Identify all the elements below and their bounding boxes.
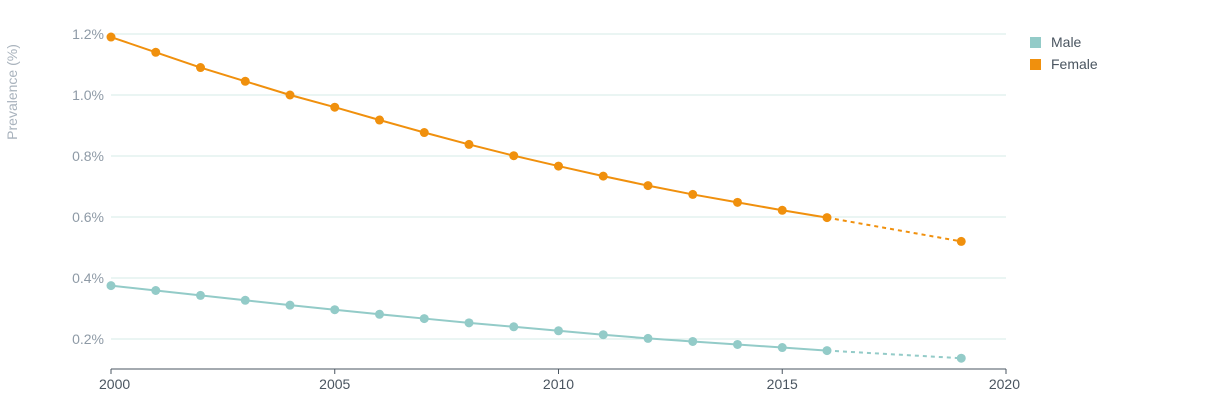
series-layer (106, 32, 966, 363)
data-point (822, 346, 832, 356)
data-point (196, 63, 205, 73)
data-point (375, 115, 384, 125)
data-point (554, 326, 563, 336)
data-point (643, 333, 653, 343)
data-point (643, 181, 653, 191)
projection-line (826, 349, 962, 360)
y-tick-label: 0.2% (72, 331, 104, 347)
series-line (110, 284, 828, 352)
data-point (598, 171, 608, 181)
data-point (330, 305, 340, 315)
x-tick-label: 2010 (543, 376, 574, 392)
legend-label: Male (1051, 34, 1082, 50)
data-point (733, 339, 742, 349)
gridlines (111, 33, 1006, 340)
projection-point (956, 353, 966, 363)
data-point (777, 343, 787, 353)
series-line (110, 36, 828, 219)
y-tick-label: 0.8% (72, 148, 104, 164)
data-point (375, 309, 384, 319)
data-point (777, 205, 787, 215)
data-point (151, 286, 161, 296)
x-tick-label: 2005 (319, 376, 350, 392)
data-point (598, 330, 608, 340)
projection-line (826, 216, 962, 243)
series-male (106, 281, 966, 363)
x-tick-label: 2000 (99, 376, 130, 392)
data-point (688, 336, 698, 346)
data-point (240, 76, 250, 86)
data-point (285, 300, 295, 310)
data-point (822, 213, 832, 223)
data-point (151, 47, 161, 57)
x-tick-label: 2015 (767, 376, 798, 392)
legend-swatch (1030, 59, 1041, 70)
x-axis-ticks: 2000 2005 2010 2015 2020 (99, 369, 1020, 392)
data-point (330, 102, 340, 112)
y-axis-ticks: 0.2% 0.4% 0.6% 0.8% 1.0% 1.2% (72, 26, 104, 347)
y-tick-label: 1.0% (72, 87, 104, 103)
data-point (419, 128, 429, 138)
legend: Male Female (1030, 34, 1098, 72)
data-point (464, 318, 474, 328)
data-point (106, 32, 116, 42)
series-female (106, 32, 966, 246)
data-point (464, 139, 474, 149)
legend-item-female: Female (1030, 56, 1098, 72)
data-point (733, 197, 742, 207)
data-point (509, 151, 519, 161)
data-point (509, 322, 519, 332)
data-point (419, 314, 429, 324)
x-tick-label: 2020 (989, 376, 1020, 392)
y-axis-label: Prevalence (%) (4, 44, 20, 140)
y-tick-label: 0.4% (72, 270, 104, 286)
legend-item-male: Male (1030, 34, 1082, 50)
y-tick-label: 1.2% (72, 26, 104, 42)
projection-point (956, 236, 966, 246)
data-point (240, 295, 250, 305)
data-point (285, 90, 295, 100)
data-point (196, 290, 205, 300)
legend-label: Female (1051, 56, 1098, 72)
y-tick-label: 0.6% (72, 209, 104, 225)
legend-swatch (1030, 37, 1041, 48)
data-point (106, 281, 116, 291)
data-point (554, 161, 563, 171)
data-point (688, 189, 698, 199)
